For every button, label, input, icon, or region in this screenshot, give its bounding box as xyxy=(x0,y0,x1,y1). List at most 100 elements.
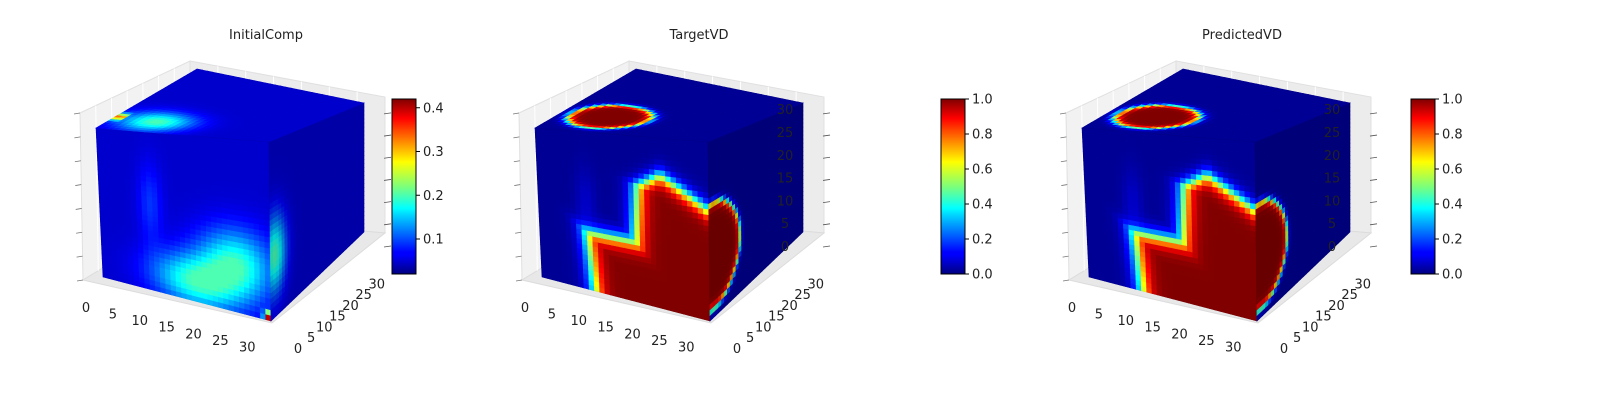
voxel xyxy=(193,166,200,174)
voxel xyxy=(616,144,623,151)
voxel xyxy=(236,139,243,146)
voxel xyxy=(567,135,574,142)
voxel xyxy=(637,151,644,159)
voxel xyxy=(654,169,661,176)
voxel xyxy=(659,169,666,177)
voxel xyxy=(540,128,547,134)
voxel xyxy=(139,145,146,152)
voxel xyxy=(263,196,270,204)
voxel xyxy=(697,157,704,165)
voxel xyxy=(133,130,140,137)
voxel xyxy=(692,189,699,197)
voxel xyxy=(643,178,650,185)
voxel xyxy=(199,177,206,185)
voxel xyxy=(242,172,249,179)
voxel xyxy=(193,156,200,163)
voxel xyxy=(686,183,693,191)
voxel xyxy=(226,175,233,183)
voxel xyxy=(588,136,596,144)
voxel xyxy=(106,133,113,140)
voxel xyxy=(572,140,580,147)
voxel xyxy=(203,136,210,143)
voxel xyxy=(589,141,596,149)
voxel xyxy=(583,131,590,138)
voxel xyxy=(680,155,688,163)
voxel xyxy=(567,144,574,151)
frame-tick-mark xyxy=(75,184,82,186)
voxel xyxy=(204,173,211,180)
voxel xyxy=(145,151,152,158)
voxel xyxy=(611,164,618,171)
voxel xyxy=(659,180,666,188)
voxel xyxy=(670,149,677,156)
voxel xyxy=(605,138,612,145)
voxel xyxy=(171,138,178,146)
voxel xyxy=(166,148,173,155)
voxel xyxy=(150,146,157,154)
voxel xyxy=(95,127,102,134)
frame-tick-mark xyxy=(74,160,81,163)
voxel xyxy=(578,150,585,157)
voxel xyxy=(117,138,124,145)
cube-front-face xyxy=(534,127,711,322)
voxel xyxy=(210,179,217,186)
voxel xyxy=(242,183,249,190)
voxel xyxy=(697,190,704,198)
voxel xyxy=(193,140,200,148)
voxel xyxy=(122,134,130,141)
voxel xyxy=(632,135,639,142)
voxel xyxy=(193,151,200,158)
voxel xyxy=(225,143,232,151)
voxel xyxy=(166,138,173,145)
voxel xyxy=(220,148,227,155)
voxel xyxy=(111,128,119,135)
voxel xyxy=(161,162,168,170)
voxel xyxy=(599,142,607,150)
panel-title: TargetVD xyxy=(668,28,728,43)
voxel xyxy=(204,152,211,159)
voxel xyxy=(659,148,666,155)
voxel xyxy=(610,143,617,151)
voxel xyxy=(675,182,683,190)
voxel xyxy=(101,132,108,139)
voxel xyxy=(605,143,612,150)
voxel xyxy=(252,145,259,153)
voxel xyxy=(665,186,672,194)
y-tick-label: 5 xyxy=(307,331,315,346)
voxel xyxy=(144,131,151,138)
voxel xyxy=(263,152,270,160)
voxel xyxy=(686,178,693,186)
voxel xyxy=(187,140,194,147)
voxel xyxy=(145,156,152,163)
voxel xyxy=(150,151,157,159)
voxel xyxy=(134,155,141,162)
voxel xyxy=(648,163,655,170)
voxel xyxy=(622,170,629,178)
voxel xyxy=(263,169,270,176)
voxel xyxy=(166,143,173,150)
voxel xyxy=(567,149,575,156)
voxel xyxy=(540,132,547,139)
voxel xyxy=(686,161,693,169)
voxel xyxy=(610,154,618,161)
voxel xyxy=(681,177,688,185)
voxel xyxy=(638,177,645,185)
voxel xyxy=(583,136,590,143)
voxel xyxy=(188,160,195,168)
voxel xyxy=(556,138,563,145)
voxel xyxy=(188,150,195,157)
voxel xyxy=(225,138,232,145)
voxel xyxy=(648,157,655,165)
voxel xyxy=(155,132,162,139)
voxel xyxy=(106,128,113,135)
voxel xyxy=(654,163,661,171)
voxel xyxy=(171,143,178,151)
voxel xyxy=(670,154,677,162)
voxel xyxy=(112,143,119,150)
x-tick-label: 5 xyxy=(109,308,117,323)
colorbar: 0.10.20.30.4 xyxy=(391,98,444,275)
voxel xyxy=(138,131,146,138)
voxel xyxy=(258,168,265,176)
voxel xyxy=(642,141,650,149)
voxel xyxy=(209,168,217,176)
